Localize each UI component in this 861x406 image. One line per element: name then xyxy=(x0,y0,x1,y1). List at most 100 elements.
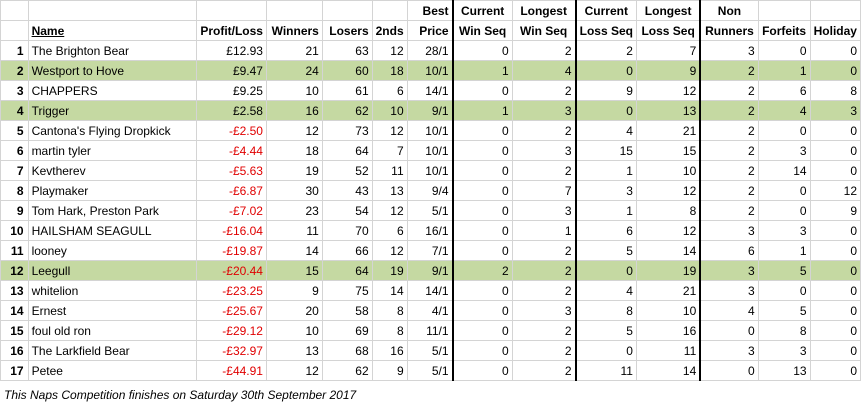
non-runners-cell: 2 xyxy=(699,140,759,161)
best-price-cell: 5/1 xyxy=(406,200,454,221)
current-win-seq-cell: 0 xyxy=(451,120,513,141)
name-cell: Kevtherev xyxy=(27,160,198,181)
name-cell: Trigger xyxy=(27,100,198,121)
forfeits-cell: 0 xyxy=(757,40,811,61)
name-cell: Petee xyxy=(27,360,198,381)
seconds-cell: 11 xyxy=(371,160,408,181)
winners-cell: 18 xyxy=(265,140,323,161)
longest-loss-seq-cell: 21 xyxy=(635,120,702,141)
winners-cell: 19 xyxy=(265,160,323,181)
table-row: 16 The Larkfield Bear -£32.97 13 68 16 5… xyxy=(0,340,861,361)
losers-cell: 66 xyxy=(321,240,373,261)
header-winners: Winners xyxy=(265,20,323,41)
winners-cell: 23 xyxy=(265,200,323,221)
header-current-win-top: Current xyxy=(451,0,513,21)
current-loss-seq-cell: 3 xyxy=(575,180,637,201)
longest-loss-seq-cell: 19 xyxy=(635,260,702,281)
non-runners-cell: 2 xyxy=(699,80,759,101)
current-win-seq-cell: 0 xyxy=(451,240,513,261)
current-loss-seq-cell: 5 xyxy=(575,320,637,341)
losers-cell: 75 xyxy=(321,280,373,301)
non-runners-cell: 2 xyxy=(699,120,759,141)
winners-cell: 12 xyxy=(265,120,323,141)
best-price-cell: 14/1 xyxy=(406,280,454,301)
losers-cell: 63 xyxy=(321,40,373,61)
forfeits-cell: 3 xyxy=(757,220,811,241)
winners-cell: 16 xyxy=(265,100,323,121)
longest-loss-seq-cell: 15 xyxy=(635,140,702,161)
header-current-loss-top: Current xyxy=(575,0,637,21)
header-forfeits: Forfeits xyxy=(757,20,811,41)
seconds-cell: 6 xyxy=(371,80,408,101)
losers-cell: 64 xyxy=(321,260,373,281)
seconds-cell: 18 xyxy=(371,60,408,81)
longest-win-seq-cell: 2 xyxy=(511,40,577,61)
non-runners-cell: 3 xyxy=(699,340,759,361)
seconds-cell: 7 xyxy=(371,140,408,161)
longest-loss-seq-cell: 7 xyxy=(635,40,702,61)
losers-cell: 64 xyxy=(321,140,373,161)
holiday-cell: 0 xyxy=(809,220,861,241)
current-loss-seq-cell: 4 xyxy=(575,120,637,141)
longest-loss-seq-cell: 13 xyxy=(635,100,702,121)
winners-cell: 10 xyxy=(265,80,323,101)
forfeits-cell: 14 xyxy=(757,160,811,181)
longest-win-seq-cell: 2 xyxy=(511,340,577,361)
profit-loss-cell: £2.58 xyxy=(196,100,267,121)
current-win-seq-cell: 0 xyxy=(451,80,513,101)
best-price-cell: 10/1 xyxy=(406,140,454,161)
forfeits-cell: 1 xyxy=(757,60,811,81)
name-cell: Cantona's Flying Dropkick xyxy=(27,120,198,141)
header-blank xyxy=(0,0,29,21)
current-loss-seq-cell: 8 xyxy=(575,300,637,321)
current-win-seq-cell: 1 xyxy=(451,60,513,81)
longest-win-seq-cell: 3 xyxy=(511,100,577,121)
losers-cell: 70 xyxy=(321,220,373,241)
rank-cell: 2 xyxy=(0,60,29,81)
profit-loss-cell: -£19.87 xyxy=(196,240,267,261)
name-cell: Tom Hark, Preston Park xyxy=(27,200,198,221)
holiday-cell: 0 xyxy=(809,160,861,181)
seconds-cell: 12 xyxy=(371,200,408,221)
forfeits-cell: 0 xyxy=(757,280,811,301)
longest-win-seq-cell: 2 xyxy=(511,280,577,301)
name-cell: looney xyxy=(27,240,198,261)
longest-loss-seq-cell: 9 xyxy=(635,60,702,81)
non-runners-cell: 3 xyxy=(699,220,759,241)
header-losers: Losers xyxy=(321,20,373,41)
longest-loss-seq-cell: 10 xyxy=(635,300,702,321)
forfeits-cell: 13 xyxy=(757,360,811,381)
name-cell: Westport to Hove xyxy=(27,60,198,81)
holiday-cell: 0 xyxy=(809,120,861,141)
header-seconds: 2nds xyxy=(371,20,408,41)
header-blank xyxy=(321,0,373,21)
name-cell: CHAPPERS xyxy=(27,80,198,101)
rank-cell: 13 xyxy=(0,280,29,301)
best-price-cell: 10/1 xyxy=(406,60,454,81)
header-longest-loss-seq: Loss Seq xyxy=(635,20,702,41)
non-runners-cell: 0 xyxy=(699,320,759,341)
losers-cell: 52 xyxy=(321,160,373,181)
header-blank xyxy=(27,0,198,21)
name-cell: Ernest xyxy=(27,300,198,321)
seconds-cell: 8 xyxy=(371,300,408,321)
non-runners-cell: 3 xyxy=(699,260,759,281)
rank-cell: 17 xyxy=(0,360,29,381)
name-cell: HAILSHAM SEAGULL xyxy=(27,220,198,241)
forfeits-cell: 0 xyxy=(757,200,811,221)
best-price-cell: 5/1 xyxy=(406,340,454,361)
longest-win-seq-cell: 3 xyxy=(511,140,577,161)
holiday-cell: 3 xyxy=(809,100,861,121)
winners-cell: 21 xyxy=(265,40,323,61)
name-cell: martin tyler xyxy=(27,140,198,161)
standings-table: Best Current Longest Current Longest Non… xyxy=(0,0,861,381)
current-win-seq-cell: 2 xyxy=(451,260,513,281)
best-price-cell: 9/4 xyxy=(406,180,454,201)
longest-loss-seq-cell: 12 xyxy=(635,220,702,241)
non-runners-cell: 4 xyxy=(699,300,759,321)
rank-cell: 11 xyxy=(0,240,29,261)
rank-cell: 16 xyxy=(0,340,29,361)
winners-cell: 24 xyxy=(265,60,323,81)
longest-loss-seq-cell: 14 xyxy=(635,360,702,381)
profit-loss-cell: -£6.87 xyxy=(196,180,267,201)
